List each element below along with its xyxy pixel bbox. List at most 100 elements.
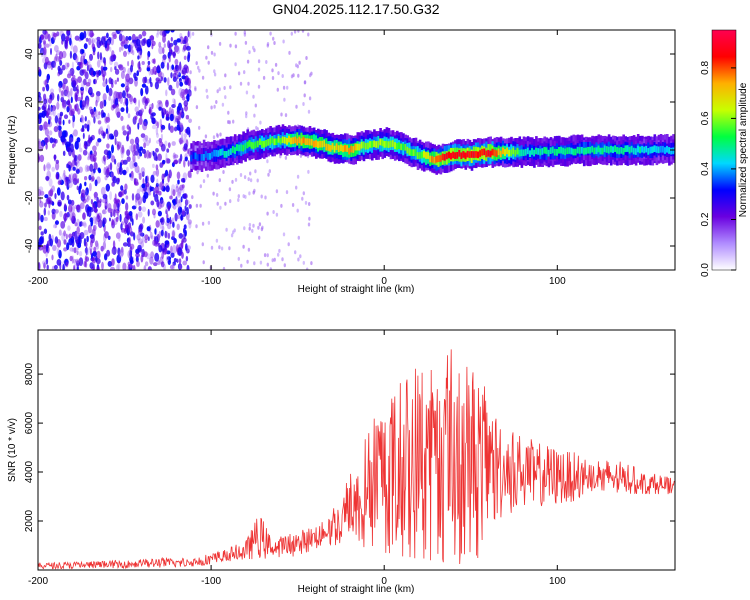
spectrogram-cell <box>514 149 517 157</box>
spectrogram-cell <box>128 77 134 85</box>
spectrogram-cell <box>105 84 109 94</box>
spectrogram-cell <box>120 45 124 51</box>
spectrogram-cell <box>389 140 393 148</box>
spectrogram-cell <box>38 213 41 219</box>
spectrogram-cell <box>164 249 168 254</box>
spectrogram-cell <box>163 43 166 48</box>
spectrogram-cell <box>400 143 403 151</box>
spectrogram-cell <box>350 145 353 153</box>
spectrogram-cell <box>120 107 125 113</box>
spectrogram-cell <box>89 248 92 256</box>
spectrogram-cell <box>117 263 121 270</box>
spectrogram-cell <box>96 36 101 41</box>
spectrogram-cell <box>178 77 182 83</box>
spectrogram-cell <box>176 109 180 115</box>
spectrogram-cell <box>198 154 202 161</box>
spectrogram-cell <box>93 162 98 171</box>
spectrogram-cell <box>61 99 65 109</box>
spectrogram-cell <box>153 262 158 267</box>
spectrogram-cell <box>114 91 118 97</box>
spectrogram-cell <box>160 261 165 268</box>
spectrogram-cell <box>526 147 530 155</box>
spectrogram-cell <box>70 87 73 97</box>
spectrogram-cell <box>107 131 110 141</box>
spectrogram-cell <box>77 76 82 83</box>
spectrogram-cell <box>161 173 165 182</box>
spectrogram-cell <box>57 125 62 131</box>
spectrogram-cell <box>159 199 165 208</box>
spectrogram-cell <box>181 132 184 140</box>
spectrogram-cell <box>166 62 170 71</box>
spectrogram-cell <box>620 147 623 154</box>
spectrogram-cell <box>158 41 162 48</box>
spectrogram-cell <box>80 114 84 122</box>
spectrogram-cell <box>44 127 50 137</box>
spectrogram-cell <box>112 104 117 109</box>
spectrogram-cell <box>225 227 228 232</box>
spectrogram-cell <box>145 150 150 159</box>
spectrogram-x-tick-label: 0 <box>381 276 387 287</box>
spectrogram-cell <box>175 185 179 193</box>
spectrogram-cell <box>63 203 67 211</box>
spectrogram-cell <box>121 198 125 205</box>
spectrogram-cell <box>512 147 515 155</box>
spectrogram-y-label: Frequency (Hz) <box>7 116 18 185</box>
spectrogram-cell <box>171 141 176 146</box>
spectrogram-cell <box>60 221 66 229</box>
spectrogram-cell <box>143 191 149 199</box>
spectrogram-cell <box>240 263 243 268</box>
spectrogram-cell <box>299 153 303 158</box>
spectrogram-cell <box>131 193 135 201</box>
spectrogram-cell <box>576 146 580 154</box>
spectrogram-cell <box>260 194 263 199</box>
spectrogram-cell <box>141 206 147 212</box>
spectrogram-cell <box>74 104 77 111</box>
spectrogram-cell <box>72 166 76 171</box>
spectrogram-cell <box>97 51 100 60</box>
spectrogram-cell <box>62 150 66 156</box>
spectrogram-cell <box>58 56 61 62</box>
spectrogram-cell <box>74 230 78 240</box>
spectrogram-cell <box>206 153 210 160</box>
spectrogram-cell <box>79 147 83 153</box>
spectrogram-cell <box>42 46 47 56</box>
spectrogram-cell <box>452 151 455 159</box>
spectrogram-cell <box>310 261 313 266</box>
spectrogram-cell <box>120 83 125 88</box>
spectrogram-cell <box>79 99 83 109</box>
spectrogram-cell <box>204 151 208 158</box>
spectrogram-cell <box>266 262 269 267</box>
spectrogram-cell <box>170 30 175 33</box>
spectrogram-cell <box>154 81 159 90</box>
spectrogram-cell <box>522 149 526 157</box>
spectrogram-cell <box>297 257 300 262</box>
spectrogram-cell <box>180 178 185 183</box>
spectrogram-cell <box>601 147 605 155</box>
spectrogram-cell <box>76 185 79 191</box>
spectrogram-cell <box>66 146 71 153</box>
spectrogram-cell <box>61 64 66 71</box>
spectrogram-cell <box>135 213 138 221</box>
spectrogram-cell <box>134 76 138 82</box>
spectrogram-cell <box>135 136 140 145</box>
spectrogram-cell <box>256 140 260 148</box>
spectrogram-cell <box>186 93 190 102</box>
spectrogram-cell <box>48 178 53 187</box>
snr-x-tick-label: 100 <box>549 576 566 587</box>
spectrogram-cell <box>177 179 180 185</box>
spectrogram-cell <box>68 119 71 124</box>
spectrogram-cell <box>624 145 628 153</box>
spectrogram-cell <box>96 250 101 259</box>
spectrogram-cell <box>231 146 235 153</box>
spectrogram-cell <box>67 225 71 231</box>
spectrogram-cell <box>242 244 245 249</box>
spectrogram-cell <box>102 217 107 225</box>
spectrogram-cell <box>269 31 272 36</box>
spectrogram-cell <box>666 145 669 153</box>
spectrogram-cell <box>53 32 58 38</box>
spectrogram-cell <box>162 54 167 61</box>
spectrogram-cell <box>155 168 160 177</box>
spectrogram-cell <box>175 183 179 189</box>
spectrogram-cell <box>115 216 119 222</box>
spectrogram-cell <box>43 137 49 144</box>
